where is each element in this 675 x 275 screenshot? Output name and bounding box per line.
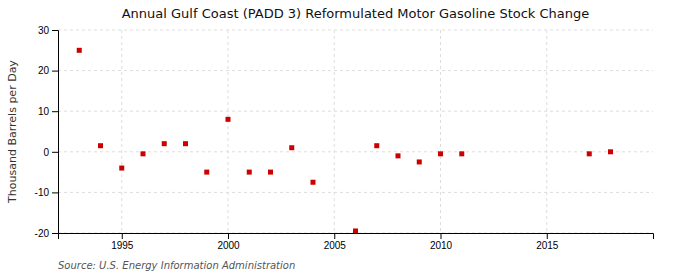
point [183,141,188,146]
x-tick: 1995 [111,233,134,251]
x-axis-line [59,234,654,240]
point [353,228,358,233]
title: Annual Gulf Coast (PADD 3) Reformulated … [122,6,590,21]
y-tick-mark [52,30,58,31]
chart: 1995 2000 2005 2010 2015 -20 -10 0 10 20 30 Annual … [0,0,675,275]
point [119,166,124,171]
x-grid-line [546,30,547,233]
point [162,141,167,146]
x-grid-line [440,30,441,233]
y-tick-mark [52,111,58,112]
point [226,117,231,122]
x-tick-mark [334,233,335,239]
y-tick: -20 [35,228,58,239]
point [141,151,146,156]
y-tick-label: -10 [35,187,50,198]
point [268,170,273,175]
y-tick: 30 [38,25,58,36]
y-tick-label: 30 [38,25,50,36]
x-tick-mark [228,233,229,239]
point [396,153,401,158]
y-tick-label: 0 [43,147,49,158]
x-grid-line [121,30,122,233]
y-tick-label: 10 [38,106,50,117]
y-tick-label: 20 [38,65,50,76]
y-tick-mark [52,152,58,153]
point [374,143,379,148]
y-grid-line [58,111,653,112]
point [204,170,209,175]
x-tick: 2015 [536,233,559,251]
y-tick-mark [52,192,58,193]
x-tick-label: 1995 [111,240,134,251]
x-tick-label: 2015 [536,240,559,251]
y-tick-label: -20 [35,228,50,239]
point [289,145,294,150]
x-tick: 2000 [217,233,240,251]
y-tick-mark [52,233,58,234]
x-grid-line [228,30,229,233]
x-axis: 1995 2000 2005 2010 2015 [59,233,654,251]
marks [77,48,613,233]
x-tick-mark [441,233,442,239]
point [98,143,103,148]
x-tick-label: 2010 [430,240,453,251]
x-tick-mark [122,233,123,239]
y-grid-line [58,30,653,31]
x-tick-label: 2005 [324,240,347,251]
point [247,170,252,175]
y-grid-line [58,151,653,152]
x-grid-line [334,30,335,233]
point [311,180,316,185]
grid [58,30,653,233]
x-tick-label: 2000 [217,240,240,251]
point [587,151,592,156]
point [608,149,613,154]
y-tick: 0 [43,147,58,158]
y-tick: 20 [38,65,58,76]
point [459,151,464,156]
y-tick: -10 [35,187,58,198]
point [438,151,443,156]
y-grid-line [58,192,653,193]
y-tick-mark [52,71,58,72]
source: Source: U.S. Energy Information Administ… [58,260,295,271]
x-tick: 2010 [430,233,453,251]
y-axis: -20 -10 0 10 20 30 [35,25,59,239]
y-grid-line [58,70,653,71]
plot: 1995 2000 2005 2010 2015 -20 -10 0 10 20 30 [35,25,654,251]
point [77,48,82,53]
point [417,159,422,164]
y-axis-label: Thousand Barrels per Day [6,60,19,204]
y-tick: 10 [38,106,58,117]
x-tick: 2005 [324,233,347,251]
x-tick-mark [547,233,548,239]
y-axis-line [52,31,59,234]
